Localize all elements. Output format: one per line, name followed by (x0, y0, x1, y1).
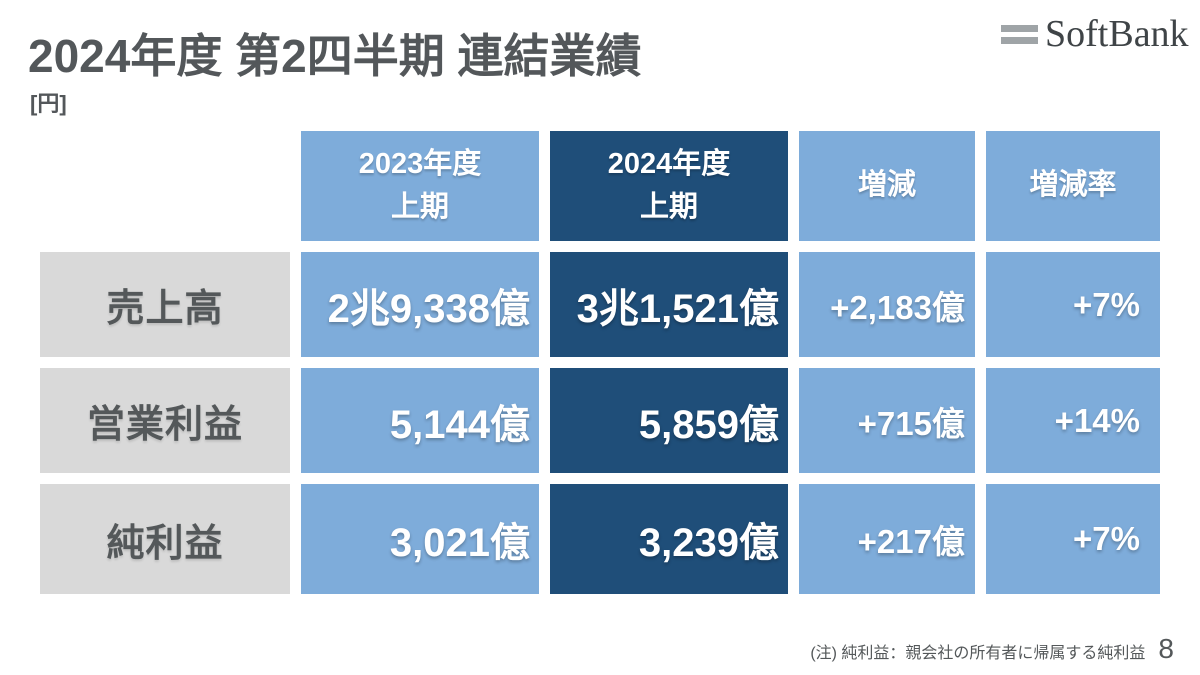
revenue-fy2024-value: 3兆1,521億 (550, 252, 788, 357)
table-corner-spacer (40, 131, 290, 241)
net-income-fy2023-value: 3,021億 (301, 484, 539, 594)
net-income-change-value: +217億 (799, 484, 975, 594)
row-label-revenue: 売上高 (40, 252, 290, 357)
operating-income-change-rate-value: +14% (986, 368, 1160, 473)
operating-income-change-value: +715億 (799, 368, 975, 473)
operating-income-fy2024-value: 5,859億 (550, 368, 788, 473)
col-header-change: 増減 (799, 131, 975, 241)
revenue-fy2023-value: 2兆9,338億 (301, 252, 539, 357)
softbank-bars-icon (1001, 24, 1038, 44)
page-title: 2024年度 第2四半期 連結業績 (28, 30, 642, 82)
revenue-change-rate-value: +7% (986, 252, 1160, 357)
operating-income-fy2023-value: 5,144億 (301, 368, 539, 473)
net-income-fy2024-value: 3,239億 (550, 484, 788, 594)
logo-bar-top (1001, 24, 1038, 32)
col-header-fy2023-h1: 2023年度 上期 (301, 131, 539, 241)
results-table: 2023年度 上期 2024年度 上期 増減 増減率 売上高 2兆9,338億 … (40, 131, 1160, 594)
softbank-logo-text: SoftBank (1045, 13, 1189, 55)
unit-label: [円] (30, 91, 67, 116)
row-label-net-income: 純利益 (40, 484, 290, 594)
footnote: (注) 純利益：親会社の所有者に帰属する純利益 (810, 645, 1146, 662)
col-header-change-rate: 増減率 (986, 131, 1160, 241)
revenue-change-value: +2,183億 (799, 252, 975, 357)
row-label-operating-income: 営業利益 (40, 368, 290, 473)
net-income-change-rate-value: +7% (986, 484, 1160, 594)
col-header-fy2024-h1: 2024年度 上期 (550, 131, 788, 241)
footer: (注) 純利益：親会社の所有者に帰属する純利益 8 (810, 633, 1174, 665)
page-number: 8 (1158, 633, 1174, 664)
softbank-logo: SoftBank (1001, 15, 1189, 53)
logo-bar-bottom (1001, 36, 1038, 44)
